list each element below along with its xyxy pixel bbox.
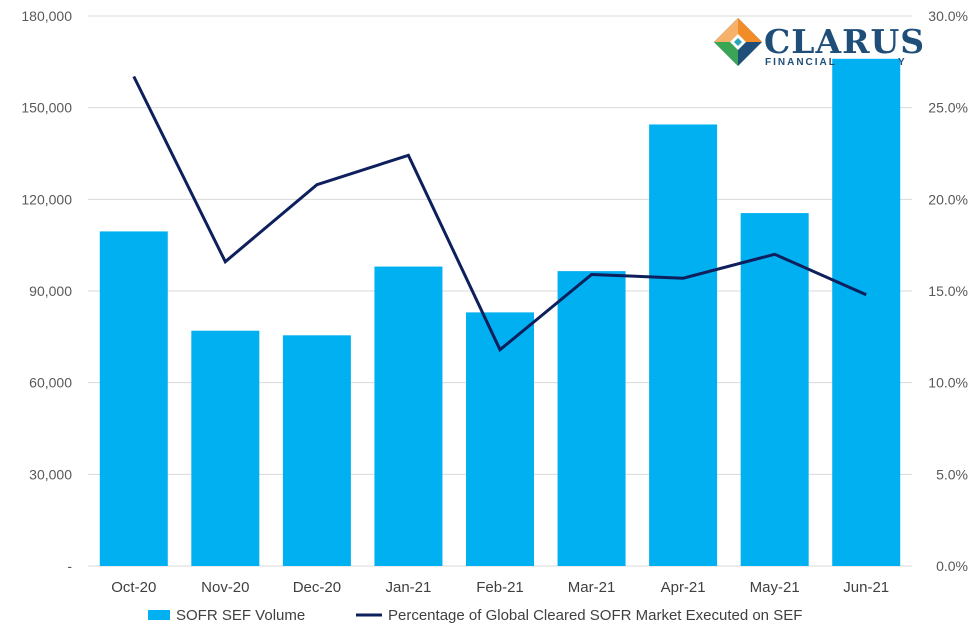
legend: SOFR SEF Volume Percentage of Global Cle… <box>148 607 802 624</box>
legend-label-volume: SOFR SEF Volume <box>176 607 305 624</box>
bar-series <box>99 58 901 567</box>
bar-apr-21 <box>649 124 718 566</box>
x-category-label: Dec-20 <box>293 579 341 596</box>
y-right-tick-label: 30.0% <box>928 8 968 24</box>
clarus-diamond-icon <box>714 18 762 66</box>
x-category-label: Feb-21 <box>476 579 524 596</box>
y-right-tick-label: 25.0% <box>928 100 968 116</box>
y-left-tick-label: 150,000 <box>21 100 72 116</box>
bar-may-21 <box>740 213 809 567</box>
x-category-label: Jan-21 <box>386 579 432 596</box>
bar-mar-21 <box>557 271 626 566</box>
bar-jun-21 <box>832 58 901 567</box>
y-right-tick-label: 20.0% <box>928 191 968 207</box>
y-axis-left: - 30,000 60,000 90,000 120,000 150,000 180,000 <box>21 8 72 574</box>
bar-dec-20 <box>282 335 351 566</box>
y-right-tick-label: 15.0% <box>928 283 968 299</box>
bar-oct-20 <box>99 231 168 566</box>
legend-label-percentage: Percentage of Global Cleared SOFR Market… <box>388 607 802 624</box>
legend-swatch-volume <box>148 610 170 620</box>
y-left-tick-label: - <box>67 558 72 574</box>
x-category-label: Jun-21 <box>843 579 889 596</box>
y-right-tick-label: 10.0% <box>928 375 968 391</box>
y-left-tick-label: 120,000 <box>21 191 72 207</box>
y-left-tick-label: 180,000 <box>21 8 72 24</box>
x-category-label: Oct-20 <box>111 579 156 596</box>
line-series <box>132 75 867 353</box>
x-category-label: Apr-21 <box>661 579 706 596</box>
bar-feb-21 <box>466 312 534 566</box>
logo-subtitle: FINANCIAL <box>765 57 837 68</box>
y-left-tick-label: 90,000 <box>29 283 72 299</box>
x-category-label: May-21 <box>750 579 800 596</box>
logo-subtitle-tail: Y <box>898 57 907 68</box>
logo-wordmark: CLARUS <box>764 22 925 61</box>
x-category-label: Nov-20 <box>201 579 249 596</box>
y-right-tick-label: 0.0% <box>936 558 968 574</box>
bar-nov-20 <box>191 330 260 566</box>
bar-jan-21 <box>374 266 443 566</box>
y-axis-right: 0.0% 5.0% 10.0% 15.0% 20.0% 25.0% 30.0% <box>928 8 968 574</box>
x-axis: Oct-20 Nov-20 Dec-20 Jan-21 Feb-21 Mar-21 Apr-… <box>111 579 889 596</box>
y-left-tick-label: 30,000 <box>29 466 72 482</box>
y-right-tick-label: 5.0% <box>936 466 968 482</box>
percentage-line <box>132 75 867 353</box>
x-category-label: Mar-21 <box>568 579 616 596</box>
clarus-logo: CLARUS FINANCIAL Y <box>714 18 925 68</box>
y-left-tick-label: 60,000 <box>29 375 72 391</box>
